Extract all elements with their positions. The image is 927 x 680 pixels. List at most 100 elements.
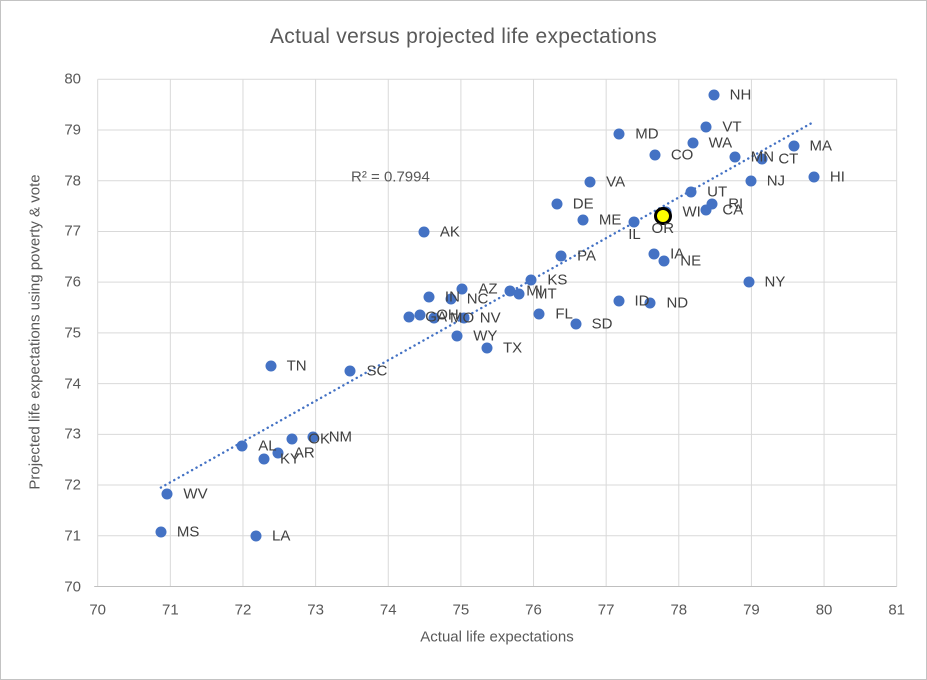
point-label-UT: UT: [707, 183, 728, 201]
point-WY[interactable]: [451, 330, 463, 342]
point-CO[interactable]: [649, 149, 661, 161]
point-label-HI: HI: [829, 168, 845, 186]
point-MO[interactable]: [428, 312, 440, 324]
y-tick-73: 73: [64, 425, 81, 443]
point-label-MD: MD: [635, 125, 659, 143]
point-NJ[interactable]: [745, 175, 757, 187]
point-OR[interactable]: [653, 206, 672, 225]
point-NE[interactable]: [658, 255, 670, 267]
x-tick-77: 77: [597, 601, 615, 619]
point-IN[interactable]: [423, 291, 435, 303]
point-label-DE: DE: [572, 195, 594, 213]
point-label-OH: OH: [436, 306, 459, 324]
point-label-VT: VT: [722, 118, 742, 136]
point-label-MT: MT: [534, 285, 557, 303]
point-label-TN: TN: [286, 357, 307, 375]
point-label-OK: OK: [308, 430, 331, 448]
point-SC[interactable]: [344, 365, 356, 377]
point-label-CO: CO: [670, 146, 694, 164]
point-label-OR: OR: [651, 219, 675, 237]
point-IA[interactable]: [648, 248, 660, 260]
point-label-AR: AR: [293, 444, 315, 462]
point-label-IN: IN: [444, 288, 460, 306]
point-WA[interactable]: [687, 137, 699, 149]
point-NM[interactable]: [307, 431, 319, 443]
y-tick-74: 74: [64, 375, 81, 393]
point-AR[interactable]: [272, 447, 284, 459]
point-label-MI: MI: [526, 282, 543, 300]
point-label-AK: AK: [439, 223, 460, 241]
point-label-RI: RI: [728, 195, 744, 213]
point-label-NC: NC: [466, 290, 489, 308]
point-label-ND: ND: [666, 294, 689, 312]
point-WV[interactable]: [161, 488, 173, 500]
x-tick-75: 75: [452, 601, 470, 619]
point-label-ME: ME: [598, 211, 622, 229]
point-MS[interactable]: [155, 526, 167, 538]
point-label-FL: FL: [555, 305, 573, 323]
point-OK[interactable]: [286, 433, 298, 445]
point-NC[interactable]: [445, 293, 457, 305]
point-TX[interactable]: [481, 342, 493, 354]
point-label-WI: WI: [682, 203, 701, 221]
y-tick-77: 77: [64, 222, 81, 240]
x-tick-81: 81: [888, 601, 906, 619]
y-tick-78: 78: [64, 172, 81, 190]
point-MA[interactable]: [788, 140, 800, 152]
point-FL[interactable]: [533, 308, 545, 320]
x-tick-76: 76: [525, 601, 542, 619]
point-PA[interactable]: [555, 250, 567, 262]
point-NY[interactable]: [743, 276, 755, 288]
point-label-PA: PA: [577, 247, 597, 265]
point-UT[interactable]: [685, 186, 697, 198]
y-tick-72: 72: [64, 476, 81, 494]
trendline[interactable]: [159, 122, 813, 489]
y-tick-71: 71: [64, 527, 81, 545]
point-AL[interactable]: [236, 440, 248, 452]
point-label-NH: NH: [729, 86, 752, 104]
point-ID[interactable]: [613, 295, 624, 307]
point-MN[interactable]: [729, 151, 741, 163]
point-KS[interactable]: [525, 274, 537, 286]
point-VA[interactable]: [584, 176, 596, 188]
chart-title: Actual versus projected life expectation…: [270, 25, 657, 48]
point-LA[interactable]: [250, 530, 262, 542]
point-ME[interactable]: [577, 214, 589, 226]
point-OH[interactable]: [414, 309, 426, 321]
point-CT[interactable]: [756, 153, 768, 165]
point-NH[interactable]: [708, 89, 720, 101]
point-label-ID: ID: [634, 292, 650, 310]
point-NV[interactable]: [458, 312, 470, 324]
point-VT[interactable]: [700, 121, 712, 133]
point-AK[interactable]: [418, 226, 430, 238]
point-RI[interactable]: [706, 198, 718, 210]
x-tick-72: 72: [234, 601, 252, 619]
point-label-NE: NE: [680, 252, 702, 270]
point-HI[interactable]: [808, 171, 820, 183]
point-label-WV: WV: [183, 485, 208, 503]
point-label-MS: MS: [176, 523, 200, 541]
x-tick-74: 74: [379, 601, 397, 619]
r-squared-label: R² = 0.7994: [351, 168, 430, 186]
point-SD[interactable]: [570, 318, 582, 330]
point-IL[interactable]: [628, 216, 640, 228]
point-AZ[interactable]: [456, 283, 468, 295]
point-ND[interactable]: [644, 297, 656, 309]
point-label-WA: WA: [708, 134, 733, 152]
x-axis-title: Actual life expectations: [420, 628, 574, 646]
x-tick-78: 78: [670, 601, 688, 619]
point-TN[interactable]: [265, 360, 277, 372]
point-MT[interactable]: [513, 288, 525, 300]
point-CA[interactable]: [700, 204, 712, 216]
point-GA[interactable]: [403, 311, 415, 323]
point-KY[interactable]: [258, 453, 270, 465]
y-axis-title: Projected life expectations using povert…: [26, 174, 44, 490]
x-tick-70: 70: [89, 601, 107, 619]
y-tick-79: 79: [64, 121, 81, 139]
point-label-NV: NV: [479, 309, 501, 327]
point-MI[interactable]: [504, 285, 516, 297]
point-DE[interactable]: [551, 198, 563, 210]
point-MD[interactable]: [613, 128, 625, 140]
point-label-MO: MO: [450, 309, 475, 327]
